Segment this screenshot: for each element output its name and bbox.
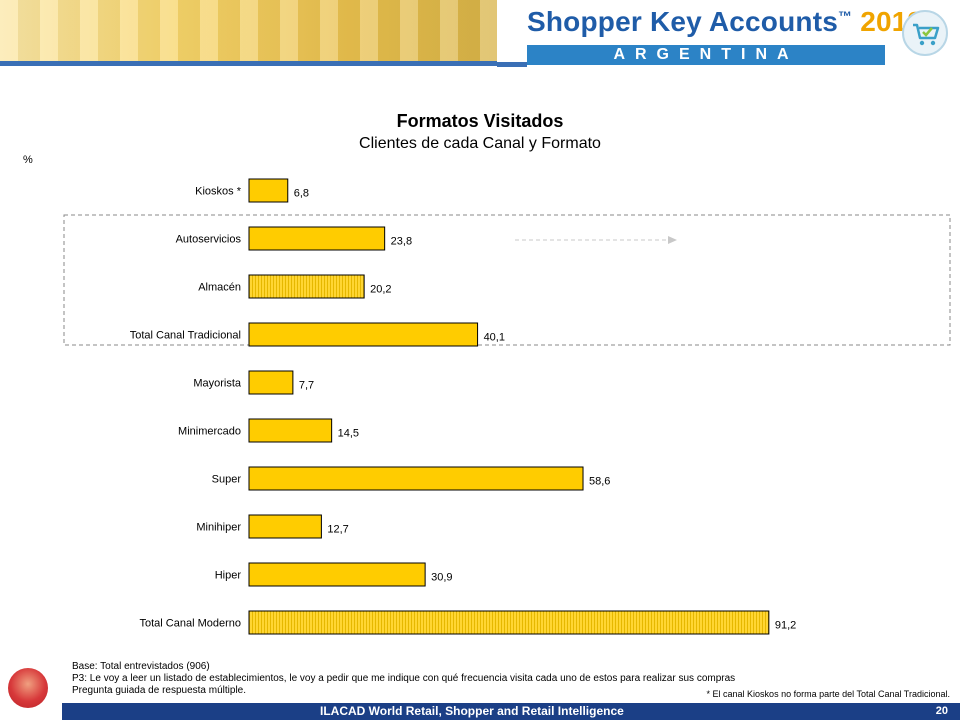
bar — [248, 226, 386, 251]
bar — [248, 418, 333, 443]
value-label: 30,9 — [431, 572, 452, 584]
category-label: Minihiper — [196, 522, 241, 534]
header: Shopper Key Accounts™ 2013 ARGENTINA — [0, 0, 960, 70]
category-label: Hiper — [215, 570, 242, 582]
value-label: 20,2 — [370, 284, 391, 296]
category-label: Super — [212, 474, 242, 486]
brand-trademark: ™ — [838, 8, 853, 24]
guidance-note: Pregunta guiada de respuesta múltiple. — [72, 685, 247, 696]
shopping-cart-icon-graphic — [913, 23, 940, 46]
value-label: 58,6 — [589, 476, 610, 488]
bar — [248, 274, 365, 299]
bar — [248, 610, 770, 635]
group-box — [63, 214, 951, 346]
footer-bar — [62, 703, 960, 720]
bar — [248, 322, 479, 347]
value-label: 6,8 — [294, 188, 309, 200]
chart-subtitle: Clientes de cada Canal y Formato — [359, 135, 601, 152]
brand-name: Shopper Key Accounts — [527, 6, 839, 37]
question-note: P3: Le voy a leer un listado de establec… — [72, 673, 736, 684]
page-number: 20 — [935, 705, 948, 717]
bar — [248, 370, 294, 395]
shopping-cart-icon — [902, 10, 948, 56]
category-label: Total Canal Tradicional — [130, 330, 241, 342]
bar — [248, 466, 584, 491]
country-label: ARGENTINA — [613, 46, 799, 63]
category-label: Minimercado — [178, 426, 241, 438]
category-label: Kioskos * — [195, 186, 242, 198]
category-label: Mayorista — [193, 378, 242, 390]
value-label: 7,7 — [299, 380, 314, 392]
value-label: 14,5 — [338, 428, 359, 440]
country-bar: ARGENTINA — [527, 45, 885, 65]
value-label: 23,8 — [391, 236, 412, 248]
category-label: Total Canal Moderno — [139, 618, 241, 630]
ilacad-seal-logo — [8, 668, 48, 708]
value-label: 91,2 — [775, 620, 796, 632]
header-divider — [497, 62, 527, 67]
category-label: Autoservicios — [176, 234, 242, 246]
chart-title: Formatos Visitados — [396, 111, 564, 131]
base-note: Base: Total entrevistados (906) — [72, 661, 210, 672]
bar — [248, 562, 426, 587]
value-label: 40,1 — [484, 332, 505, 344]
category-label: Almacén — [198, 282, 241, 294]
footnotes: Base: Total entrevistados (906) P3: Le v… — [72, 661, 735, 697]
value-label: 12,7 — [327, 524, 348, 536]
bar — [248, 514, 322, 539]
footer-text: ILACAD World Retail, Shopper and Retail … — [320, 704, 624, 718]
header-photo-banner — [0, 0, 497, 66]
bar — [248, 178, 289, 203]
unit-label: % — [23, 154, 33, 166]
arrow-annotation — [515, 236, 677, 244]
asterisk-note: * El canal Kioskos no forma parte del To… — [706, 689, 950, 699]
arrow-head — [668, 236, 677, 244]
